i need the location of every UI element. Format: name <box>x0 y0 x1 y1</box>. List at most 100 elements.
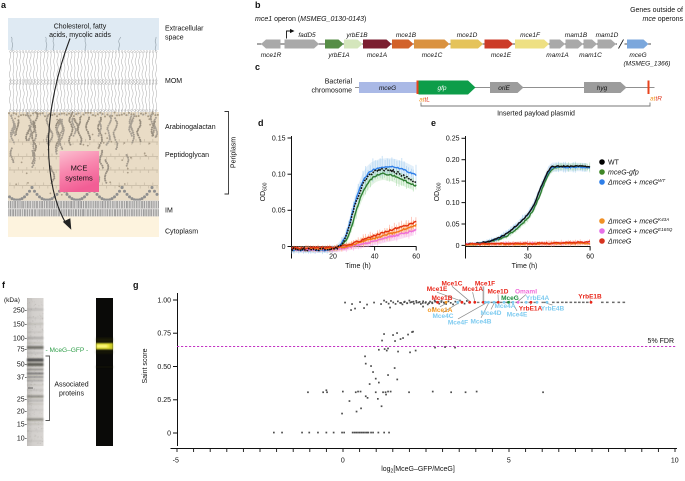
svg-text:0: 0 <box>341 458 345 465</box>
svg-text:- MceG–GFP -: - MceG–GFP - <box>46 347 89 354</box>
svg-text:0.10: 0.10 <box>272 172 286 179</box>
svg-text:mce1 operon (MSMEG_0130-0143): mce1 operon (MSMEG_0130-0143) <box>255 16 366 23</box>
svg-text:60: 60 <box>412 254 420 261</box>
svg-text:g: g <box>133 280 139 290</box>
svg-text:0.15: 0.15 <box>272 135 286 142</box>
svg-text:Inserted payload plasmid: Inserted payload plasmid <box>497 111 575 118</box>
svg-text:mce operons: mce operons <box>643 16 684 23</box>
svg-text:mce1C: mce1C <box>422 52 443 59</box>
svg-text:20: 20 <box>329 254 337 261</box>
svg-text:Peptidoglycan: Peptidoglycan <box>165 152 209 159</box>
svg-text:ΔmceG: ΔmceG <box>607 239 632 246</box>
svg-text:mce1E: mce1E <box>491 52 512 59</box>
svg-text:0.15: 0.15 <box>446 179 460 186</box>
svg-text:150-: 150- <box>13 321 28 328</box>
svg-text:10-: 10- <box>17 435 28 442</box>
svg-text:YrbE4A: YrbE4A <box>526 295 550 302</box>
svg-text:yrbE1B: yrbE1B <box>345 32 368 39</box>
svg-text:5% FDR: 5% FDR <box>648 338 674 345</box>
svg-text:mam1B: mam1B <box>565 32 588 39</box>
svg-text:Cholesterol, fatty: Cholesterol, fatty <box>54 24 107 31</box>
svg-text:mceG: mceG <box>629 52 646 59</box>
svg-text:Associated: Associated <box>54 382 88 389</box>
svg-text:0.20: 0.20 <box>446 157 460 164</box>
svg-text:0: 0 <box>282 244 286 251</box>
svg-text:chromosome: chromosome <box>312 88 353 95</box>
svg-text:100-: 100- <box>13 335 28 342</box>
svg-text:37-: 37- <box>17 374 28 381</box>
svg-text:1.00: 1.00 <box>157 297 171 304</box>
svg-text:Genes outside of: Genes outside of <box>630 7 683 14</box>
svg-text:YrbE1B: YrbE1B <box>578 294 602 301</box>
svg-text:MceG: MceG <box>501 295 519 302</box>
svg-text:0.10: 0.10 <box>446 200 460 207</box>
svg-text:25-: 25- <box>17 396 28 403</box>
svg-text:mce1R: mce1R <box>261 52 282 59</box>
svg-text:hyg: hyg <box>597 85 608 92</box>
svg-text:mam1D: mam1D <box>596 32 619 39</box>
svg-text:0.05: 0.05 <box>446 221 460 228</box>
svg-text:mceG-gfp: mceG-gfp <box>608 170 639 177</box>
svg-text:0.50: 0.50 <box>157 364 171 371</box>
svg-text:proteins: proteins <box>59 391 84 398</box>
svg-text:mce1F: mce1F <box>520 32 541 39</box>
svg-text:e: e <box>431 118 436 128</box>
svg-text:yrbE1A: yrbE1A <box>327 52 349 59</box>
svg-text:oriE: oriE <box>498 85 510 92</box>
svg-text:0: 0 <box>456 243 460 250</box>
svg-text:10: 10 <box>671 458 679 465</box>
svg-text:Mce4A: Mce4A <box>495 303 516 310</box>
svg-text:Mce1B: Mce1B <box>432 295 453 302</box>
svg-text:0: 0 <box>167 430 171 437</box>
svg-text:Mce4E: Mce4E <box>507 311 528 318</box>
svg-text:Arabinogalactan: Arabinogalactan <box>165 124 216 131</box>
svg-text:0.25: 0.25 <box>446 136 460 143</box>
svg-text:ΔmceG + mceGWT: ΔmceG + mceGWT <box>607 178 666 186</box>
svg-text:mceG: mceG <box>379 85 396 92</box>
svg-text:mam1C: mam1C <box>579 52 602 59</box>
svg-text:WT: WT <box>608 160 620 167</box>
svg-text:mce1A: mce1A <box>367 52 387 59</box>
svg-text:15-: 15- <box>17 421 28 428</box>
svg-text:75-: 75- <box>17 346 28 353</box>
svg-text:60: 60 <box>586 254 594 261</box>
svg-text:attR: attR <box>650 96 662 103</box>
svg-text:b: b <box>255 0 261 10</box>
svg-text:Time (h): Time (h) <box>345 263 371 270</box>
svg-text:5: 5 <box>507 458 511 465</box>
svg-text:Bacterial: Bacterial <box>325 79 353 86</box>
svg-text:Saint score: Saint score <box>142 348 149 383</box>
svg-text:attL: attL <box>419 97 430 104</box>
svg-text:50-: 50- <box>17 361 28 368</box>
svg-text:Extracellular: Extracellular <box>165 26 204 33</box>
svg-text:IM: IM <box>165 208 173 215</box>
svg-text:0.05: 0.05 <box>272 208 286 215</box>
svg-text:gfp: gfp <box>437 85 446 92</box>
svg-text:(kDa): (kDa) <box>4 297 20 304</box>
svg-text:Mce4F: Mce4F <box>448 319 468 326</box>
svg-text:d: d <box>258 118 264 128</box>
svg-text:Mce1E: Mce1E <box>427 286 448 293</box>
svg-text:40: 40 <box>371 254 379 261</box>
svg-text:mce1B: mce1B <box>396 32 417 39</box>
svg-text:(MSMEG_1366): (MSMEG_1366) <box>624 61 671 68</box>
svg-text:MOM: MOM <box>165 78 182 85</box>
svg-text:250-: 250- <box>13 307 28 314</box>
svg-text:mam1A: mam1A <box>546 52 568 59</box>
svg-text:-5: -5 <box>173 458 179 465</box>
svg-text:space: space <box>165 35 184 42</box>
svg-text:Mce4D: Mce4D <box>481 310 502 317</box>
svg-text:Periplasm: Periplasm <box>231 137 238 168</box>
svg-text:YrbE4B: YrbE4B <box>541 305 565 312</box>
svg-text:systems: systems <box>65 174 93 183</box>
svg-text:Time (h): Time (h) <box>512 263 538 270</box>
svg-text:MCE: MCE <box>71 164 88 173</box>
svg-text:Mce4B: Mce4B <box>471 318 492 325</box>
svg-text:Cytoplasm: Cytoplasm <box>165 229 198 236</box>
svg-text:20-: 20- <box>17 408 28 415</box>
svg-text:acids, mycolic acids: acids, mycolic acids <box>49 32 111 39</box>
svg-text:c: c <box>255 62 260 72</box>
svg-text:fadD5: fadD5 <box>298 32 316 39</box>
svg-text:0.75: 0.75 <box>157 331 171 338</box>
svg-text:Mce1A: Mce1A <box>462 286 483 293</box>
